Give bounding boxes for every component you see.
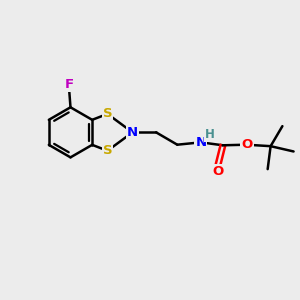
Text: H: H	[205, 128, 214, 141]
Text: O: O	[242, 138, 253, 151]
Text: S: S	[103, 107, 112, 120]
Text: N: N	[127, 126, 138, 139]
Text: S: S	[103, 144, 112, 157]
Text: F: F	[64, 78, 74, 91]
Text: N: N	[195, 136, 206, 149]
Text: O: O	[212, 165, 223, 178]
